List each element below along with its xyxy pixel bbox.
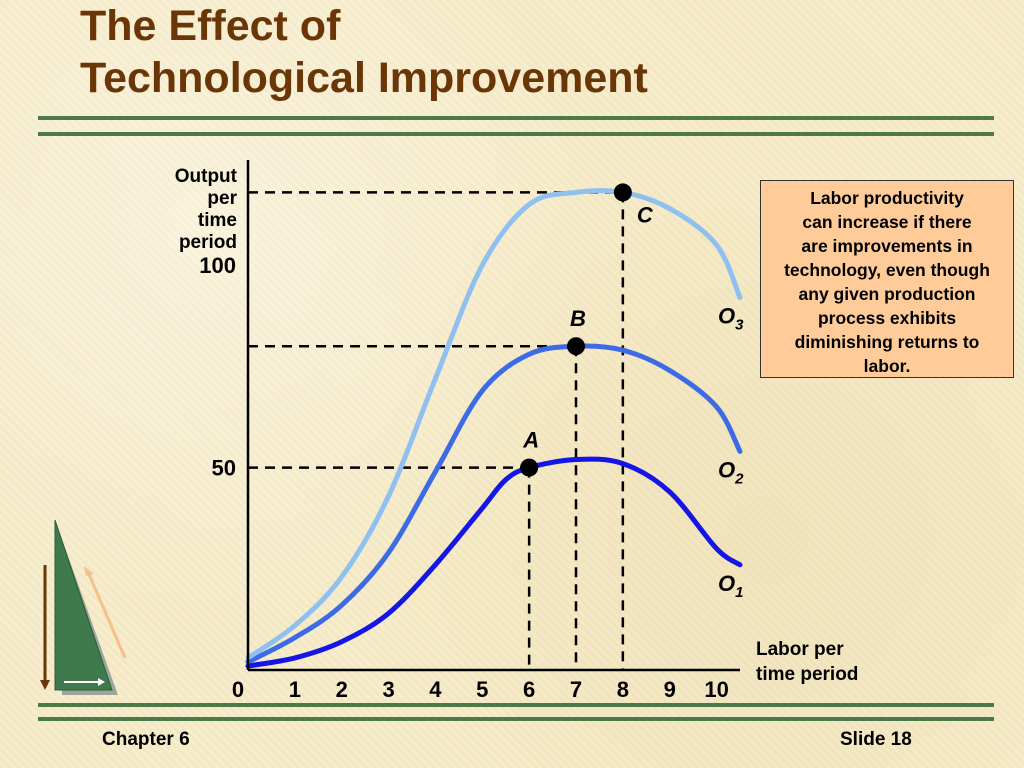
- series-label-o3: O3: [718, 304, 744, 334]
- point-label-a: A: [522, 428, 539, 453]
- x-axis-title-line: Labor per: [756, 639, 844, 660]
- point-marker-b: [567, 337, 585, 356]
- x-tick-label: 2: [336, 677, 348, 702]
- series-label-o2: O2: [718, 457, 744, 487]
- slide-title: The Effect of Technological Improvement: [80, 0, 840, 104]
- series-line-o2: [245, 343, 743, 665]
- x-tick-label: 10: [704, 677, 728, 702]
- dashed-guide-lines: [248, 191, 625, 670]
- note-line: process exhibits: [817, 308, 957, 328]
- x-tick-label: 5: [476, 677, 488, 702]
- point-label-c: C: [637, 202, 654, 227]
- y-tick-label: 50: [212, 456, 236, 481]
- note-line: Labor productivity: [810, 188, 964, 208]
- y-tick-label: 100: [199, 253, 236, 278]
- x-tick-label: 1: [289, 677, 301, 702]
- title-line-2: Technological Improvement: [80, 54, 648, 102]
- series-line-o3: [245, 188, 743, 661]
- note-line: are improvements in: [801, 236, 973, 256]
- title-line-1: The Effect of: [80, 2, 341, 50]
- note-line: can increase if there: [802, 212, 972, 232]
- y-axis-title-line: time: [198, 210, 237, 231]
- series-label-o1: O1: [718, 571, 743, 601]
- x-tick-label: 4: [429, 677, 442, 702]
- down-arrow-head: [40, 680, 50, 690]
- x-tick-label: 3: [382, 677, 394, 702]
- productivity-note-box: Labor productivity can increase if there…: [760, 180, 1014, 378]
- note-line: diminishing returns to: [794, 332, 980, 352]
- y-axis-title-line: Output: [175, 166, 238, 187]
- top-rule-lower: [38, 132, 994, 136]
- diagonal-arrow-head: [84, 566, 94, 576]
- x-axis-title-line: time period: [756, 664, 858, 685]
- right-arrow-head: [98, 678, 105, 686]
- green-triangle: [54, 519, 113, 691]
- x-tick-label: 7: [570, 677, 582, 702]
- highlighted-points: [520, 183, 632, 477]
- footer-slide-number: Slide 18: [840, 729, 912, 750]
- point-label-b: B: [570, 306, 586, 331]
- x-tick-label: 8: [617, 677, 629, 702]
- chart-axes: [246, 160, 740, 672]
- bottom-rule-lower: [38, 717, 994, 721]
- point-marker-a: [520, 458, 539, 477]
- y-axis-title-line: period: [179, 232, 237, 253]
- series-line-o1: [245, 456, 743, 669]
- point-marker-c: [613, 183, 632, 202]
- diagonal-arrow-shaft: [86, 571, 127, 659]
- x-tick-label: 9: [664, 677, 676, 702]
- production-curves: [245, 188, 743, 669]
- top-rule-upper: [38, 116, 994, 120]
- note-line: labor.: [863, 356, 911, 376]
- x-tick-label: 0: [232, 677, 244, 702]
- chart-labels: O1 O2 O3 0 1 2 3 4 5 6 7 8 9 10 50 100 Outputpertimeperi…: [175, 166, 859, 702]
- note-line: technology, even though: [784, 260, 990, 280]
- bottom-rule-upper: [38, 703, 994, 707]
- x-tick-label: 6: [523, 677, 535, 702]
- note-line: any given production: [798, 284, 976, 304]
- y-axis-title-line: per: [207, 188, 237, 209]
- footer-chapter: Chapter 6: [102, 729, 190, 750]
